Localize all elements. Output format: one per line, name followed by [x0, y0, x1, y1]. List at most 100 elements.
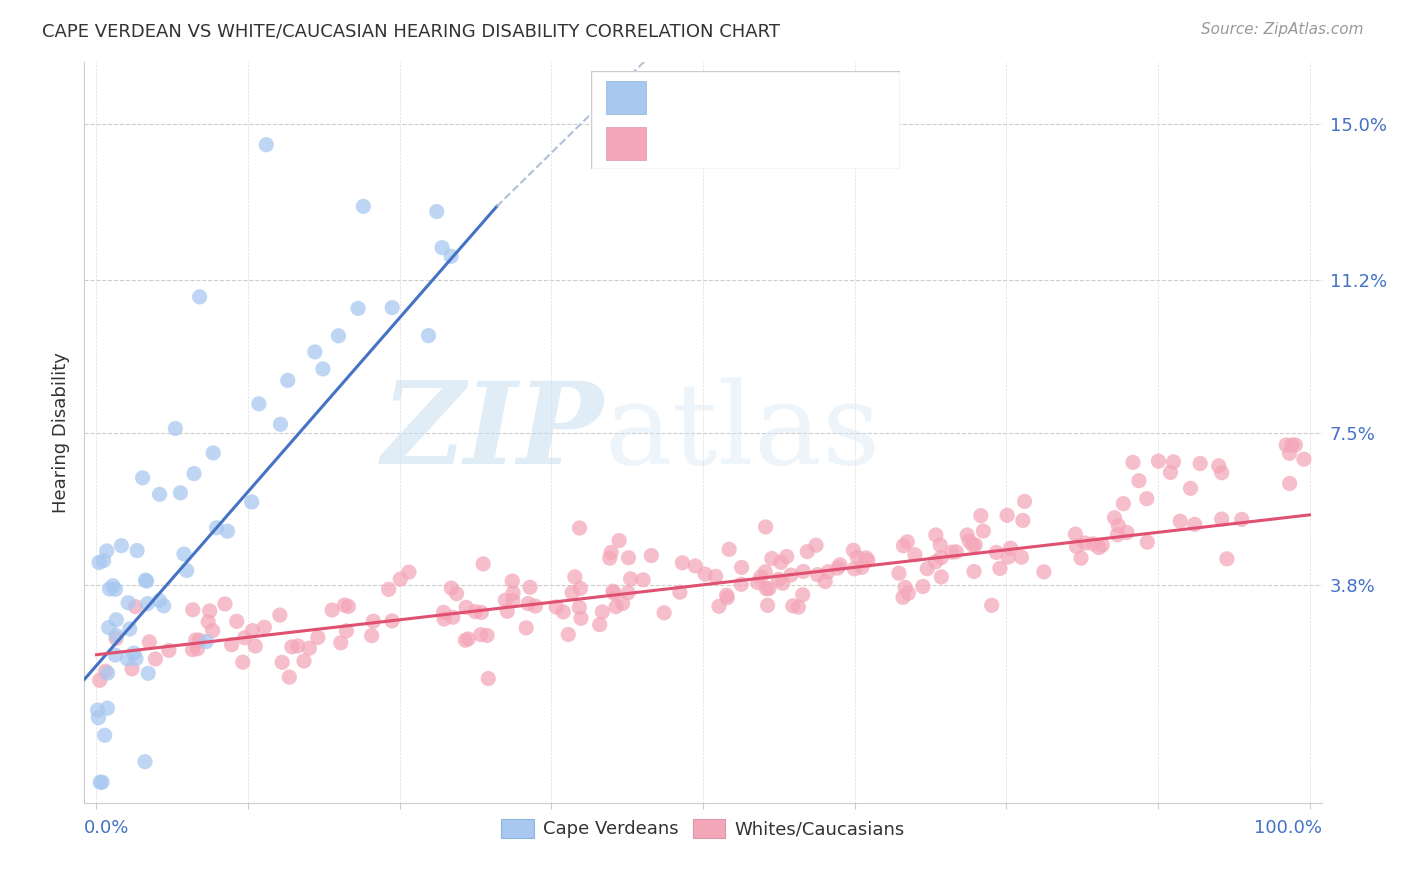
Legend: Cape Verdeans, Whites/Caucasians: Cape Verdeans, Whites/Caucasians	[494, 812, 912, 846]
Point	[569, 611, 592, 625]
Point	[730, 560, 752, 574]
Point	[433, 612, 456, 626]
Point	[1184, 517, 1206, 532]
Point	[1064, 527, 1087, 541]
Point	[254, 137, 277, 152]
Point	[135, 574, 157, 588]
Point	[828, 558, 851, 572]
Point	[924, 555, 946, 569]
Point	[287, 639, 309, 653]
Point	[96, 544, 118, 558]
Point	[188, 633, 211, 648]
Point	[233, 631, 256, 645]
Point	[1216, 551, 1239, 566]
Point	[749, 570, 772, 584]
Point	[965, 538, 987, 552]
Point	[181, 603, 204, 617]
Point	[152, 599, 174, 613]
Point	[104, 582, 127, 597]
Point	[328, 328, 350, 343]
Point	[245, 639, 267, 653]
Point	[894, 581, 917, 595]
Text: N =  58: N = 58	[789, 88, 855, 106]
Point	[441, 610, 464, 624]
Point	[617, 585, 640, 599]
Point	[253, 620, 276, 634]
Point	[96, 666, 118, 681]
Point	[105, 613, 128, 627]
Point	[519, 580, 541, 594]
Point	[183, 467, 205, 481]
Point	[707, 599, 730, 614]
Point	[631, 573, 654, 587]
Point	[792, 588, 814, 602]
Point	[747, 575, 769, 590]
Point	[956, 528, 979, 542]
Point	[502, 586, 524, 600]
Point	[457, 632, 479, 646]
Point	[138, 635, 160, 649]
Point	[242, 624, 264, 638]
Point	[298, 641, 321, 656]
Point	[1107, 518, 1129, 533]
Point	[855, 550, 877, 565]
Point	[652, 606, 675, 620]
Point	[464, 605, 486, 619]
Point	[232, 655, 254, 669]
Point	[1147, 454, 1170, 468]
Point	[1014, 494, 1036, 508]
Point	[136, 597, 159, 611]
Point	[136, 666, 159, 681]
Point	[756, 599, 779, 613]
Point	[896, 534, 918, 549]
Point	[501, 574, 523, 588]
Point	[277, 373, 299, 387]
Text: Source: ZipAtlas.com: Source: ZipAtlas.com	[1201, 22, 1364, 37]
Point	[269, 417, 291, 432]
Point	[173, 547, 195, 561]
Point	[269, 608, 291, 623]
Point	[1115, 525, 1137, 540]
Text: R = 0.831: R = 0.831	[668, 135, 755, 153]
Point	[186, 641, 208, 656]
Point	[1211, 466, 1233, 480]
Point	[89, 775, 111, 789]
Point	[796, 544, 818, 558]
Point	[381, 301, 404, 315]
Point	[957, 533, 980, 548]
Point	[755, 582, 778, 596]
Point	[89, 673, 111, 688]
Point	[945, 545, 967, 559]
Text: 0.0%: 0.0%	[84, 819, 129, 838]
Point	[201, 624, 224, 638]
Point	[333, 598, 356, 612]
Point	[1189, 457, 1212, 471]
Point	[1275, 438, 1298, 452]
Point	[148, 487, 170, 501]
Point	[980, 599, 1002, 613]
Point	[145, 652, 167, 666]
Point	[307, 631, 329, 645]
Point	[929, 538, 952, 552]
Point	[842, 543, 865, 558]
Point	[599, 551, 621, 566]
Point	[121, 662, 143, 676]
Point	[568, 600, 591, 615]
Point	[87, 711, 110, 725]
Point	[363, 614, 385, 628]
Point	[607, 533, 630, 548]
Point	[426, 204, 449, 219]
Point	[591, 605, 613, 619]
Point	[418, 328, 440, 343]
Point	[93, 728, 115, 742]
Point	[335, 624, 357, 638]
Point	[1112, 497, 1135, 511]
Point	[988, 561, 1011, 575]
Point	[271, 656, 294, 670]
Point	[221, 638, 243, 652]
Point	[1128, 474, 1150, 488]
Point	[165, 421, 187, 435]
Point	[96, 701, 118, 715]
Point	[440, 249, 463, 263]
Point	[617, 550, 640, 565]
